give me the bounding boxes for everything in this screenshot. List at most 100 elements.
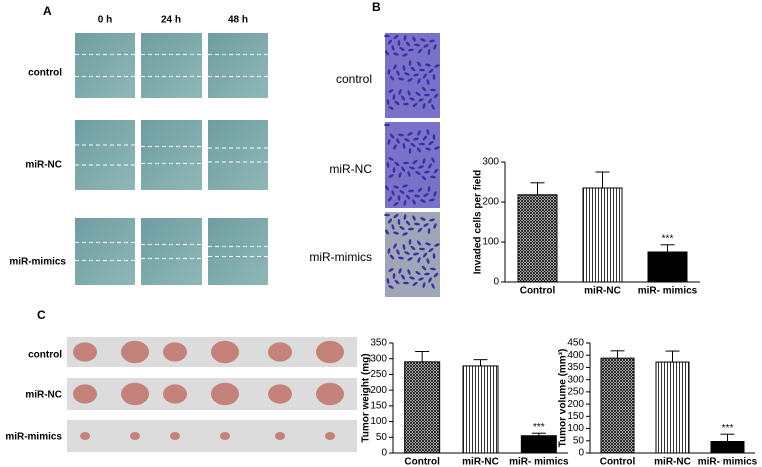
x-tick-label: Control xyxy=(600,457,636,467)
cell xyxy=(396,138,400,144)
y-tick-label: 150 xyxy=(567,411,584,422)
cell xyxy=(422,103,426,109)
cell xyxy=(397,40,401,46)
cell xyxy=(427,228,431,234)
y-tick-label: 0 xyxy=(381,448,387,459)
cell xyxy=(412,215,416,221)
cell xyxy=(432,253,436,259)
bar xyxy=(710,441,745,454)
cell xyxy=(432,134,436,140)
wound-photo xyxy=(75,33,135,98)
y-tick-label: 300 xyxy=(370,353,387,364)
y-tick-label: 300 xyxy=(482,157,499,168)
cell xyxy=(417,187,423,193)
tumor xyxy=(268,384,292,404)
cell xyxy=(413,137,419,141)
cell xyxy=(412,159,418,165)
cell xyxy=(433,93,439,99)
cell xyxy=(407,257,413,261)
cell xyxy=(407,90,411,96)
cell xyxy=(426,258,430,264)
x-tick-label: miR- mimics xyxy=(509,457,569,467)
cell xyxy=(417,48,423,54)
tumor xyxy=(121,382,149,406)
cell xyxy=(410,142,416,148)
annotation: *** xyxy=(662,233,674,244)
cell xyxy=(403,102,409,106)
y-axis-label: Invaded cells per field xyxy=(473,170,484,274)
cell xyxy=(402,53,408,57)
cell xyxy=(398,172,402,178)
tumor xyxy=(121,340,149,364)
cell xyxy=(428,163,432,169)
y-tick-label: 100 xyxy=(567,423,584,434)
cell xyxy=(430,175,436,179)
cell xyxy=(426,129,430,135)
annotation: *** xyxy=(533,422,545,433)
cell xyxy=(414,43,420,47)
cell xyxy=(433,223,437,229)
cell xyxy=(409,97,415,101)
wound-photo xyxy=(208,120,268,190)
row-label: miR-mimics xyxy=(5,432,62,443)
cell xyxy=(397,219,401,225)
cell xyxy=(412,199,416,205)
cell xyxy=(396,70,400,76)
cell xyxy=(410,245,416,251)
cell xyxy=(414,222,420,226)
cell xyxy=(402,232,408,236)
cell xyxy=(389,254,395,260)
tumor xyxy=(220,432,230,440)
cell xyxy=(417,130,421,136)
y-tick-label: 200 xyxy=(370,385,387,396)
cell xyxy=(410,66,416,72)
x-tick-label: miR- mimics xyxy=(638,286,698,297)
cell xyxy=(392,167,396,173)
tumor xyxy=(80,432,90,440)
cell xyxy=(412,36,416,42)
cell xyxy=(433,272,439,278)
cell xyxy=(415,271,421,275)
tumor xyxy=(325,432,335,440)
cell xyxy=(412,102,418,108)
cell xyxy=(419,247,425,251)
cell xyxy=(399,226,405,230)
cell xyxy=(386,278,390,284)
row-label: miR-NC xyxy=(25,160,62,171)
cell xyxy=(387,218,393,224)
cell xyxy=(388,157,394,161)
y-tick-label: 200 xyxy=(482,197,499,208)
row-label: control xyxy=(336,72,372,86)
tumor xyxy=(130,432,140,440)
invasion-photo xyxy=(385,33,440,118)
bar xyxy=(647,251,688,283)
bar xyxy=(404,361,441,454)
cell xyxy=(405,194,411,200)
y-tick-label: 50 xyxy=(376,432,388,443)
cell xyxy=(402,244,406,250)
cell xyxy=(387,69,391,75)
cell xyxy=(409,166,415,170)
cell xyxy=(403,281,409,285)
invasion-photo xyxy=(385,212,440,297)
cell xyxy=(428,68,434,74)
column-label: 48 h xyxy=(228,15,248,26)
cell xyxy=(429,218,435,222)
cell xyxy=(394,100,400,106)
tumor-photo xyxy=(67,420,357,452)
cell xyxy=(403,35,407,41)
cell xyxy=(431,283,435,289)
cell xyxy=(385,185,389,191)
y-tick-label: 100 xyxy=(370,416,387,427)
tumor xyxy=(170,432,180,440)
row-label: miR-mimics xyxy=(9,257,66,268)
y-tick-label: 150 xyxy=(370,400,387,411)
x-tick-label: miR-NC xyxy=(584,286,621,297)
cell xyxy=(408,239,412,245)
cell xyxy=(422,73,428,79)
tumor xyxy=(268,342,292,362)
cell xyxy=(407,78,413,82)
bar xyxy=(520,435,557,454)
cell xyxy=(434,64,440,68)
cell xyxy=(424,170,430,174)
